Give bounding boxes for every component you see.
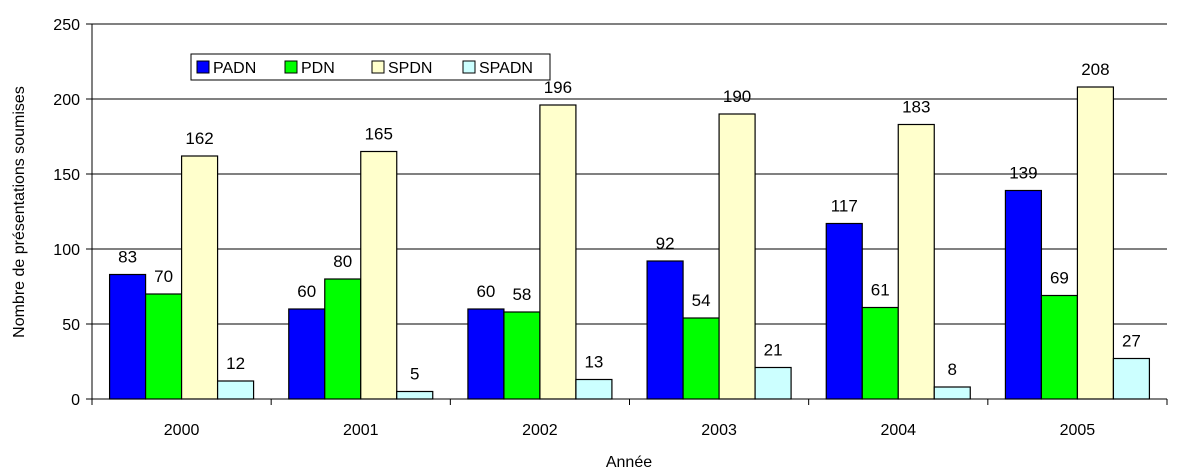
bar-padn-2003 — [646, 260, 684, 400]
bar-spdn-2001 — [360, 150, 398, 400]
data-label: 190 — [723, 87, 751, 106]
bar-spadn-2002 — [575, 378, 613, 400]
x-tick-labels: 2000 2001 2002 2003 2004 2005 — [164, 422, 1096, 439]
x-tick-label: 2005 — [1060, 422, 1096, 439]
bar-spadn-2005 — [1112, 357, 1151, 400]
bar-spdn-2002 — [539, 104, 577, 400]
data-label: 13 — [584, 353, 603, 372]
y-tick-label: 250 — [53, 17, 80, 34]
data-label: 83 — [118, 248, 137, 267]
bar-padn-2004 — [825, 222, 863, 400]
data-label: 12 — [226, 354, 245, 373]
legend-swatch — [371, 60, 385, 74]
x-tick-label: 2004 — [880, 422, 916, 439]
bar-spdn-2005 — [1076, 86, 1115, 400]
data-label: 92 — [656, 234, 675, 253]
bar-spdn-2000 — [180, 155, 219, 400]
legend: PADN PDN SPDN SPADN — [190, 53, 551, 81]
legend-label: SPDN — [388, 60, 432, 77]
bar-spadn-2004 — [933, 386, 971, 400]
legend-swatch — [462, 60, 476, 74]
legend-label: SPADN — [479, 60, 533, 77]
data-label: 196 — [544, 78, 572, 97]
data-label: 162 — [185, 129, 213, 148]
x-tick-label: 2001 — [343, 422, 379, 439]
data-label: 27 — [1122, 332, 1141, 351]
data-label: 21 — [764, 341, 783, 360]
data-label: 61 — [871, 281, 890, 300]
data-label: 139 — [1009, 164, 1037, 183]
legend-swatch — [196, 60, 210, 74]
legend-label: PADN — [213, 60, 256, 77]
y-tick-label: 50 — [62, 317, 80, 334]
data-label: 58 — [512, 285, 531, 304]
bar-pdn-2000 — [144, 293, 183, 400]
y-tick-label: 0 — [71, 392, 80, 409]
value-labels: 83 70 162 12 60 80 165 5 60 58 196 13 92 54 190 21 117 61… — [118, 60, 1141, 384]
data-label: 183 — [902, 98, 930, 117]
data-label: 60 — [297, 282, 316, 301]
y-tick-label: 150 — [53, 167, 80, 184]
x-axis-label: Année — [606, 454, 652, 471]
data-label: 80 — [333, 252, 352, 271]
bar-padn-2002 — [467, 308, 505, 400]
x-tick-label: 2002 — [522, 422, 558, 439]
gridlines — [92, 23, 1167, 325]
data-label: 60 — [476, 282, 495, 301]
data-label: 117 — [831, 197, 858, 216]
data-label: 54 — [692, 291, 711, 310]
bar-spadn-2003 — [754, 366, 792, 400]
data-label: 70 — [154, 267, 173, 286]
bar-spdn-2004 — [897, 123, 935, 400]
data-label: 208 — [1081, 60, 1109, 79]
y-axis-label: Nombre de présentations soumises — [11, 86, 28, 338]
bar-pdn-2004 — [861, 306, 899, 400]
bar-pdn-2003 — [682, 317, 720, 400]
data-label: 69 — [1050, 269, 1069, 288]
bars — [108, 86, 1151, 400]
bar-padn-2001 — [288, 308, 326, 400]
y-tick-label: 200 — [53, 92, 80, 109]
data-label: 8 — [948, 360, 957, 379]
bar-spdn-2003 — [718, 113, 756, 400]
bar-spadn-2001 — [396, 390, 434, 400]
y-tick-label: 100 — [53, 242, 80, 259]
y-tick-labels: 0 50 100 150 200 250 — [53, 17, 80, 409]
x-tick-label: 2003 — [701, 422, 737, 439]
bar-padn-2005 — [1004, 189, 1043, 400]
bar-padn-2000 — [108, 273, 147, 400]
data-label: 5 — [410, 365, 419, 384]
axes — [86, 23, 1168, 405]
legend-box — [190, 53, 551, 81]
legend-swatch — [284, 60, 298, 74]
data-label: 165 — [365, 125, 393, 144]
bar-pdn-2001 — [324, 278, 362, 400]
legend-label: PDN — [301, 60, 335, 77]
bar-pdn-2005 — [1040, 294, 1079, 400]
bar-pdn-2002 — [503, 311, 541, 400]
bar-spadn-2000 — [216, 380, 255, 400]
x-tick-label: 2000 — [164, 422, 200, 439]
